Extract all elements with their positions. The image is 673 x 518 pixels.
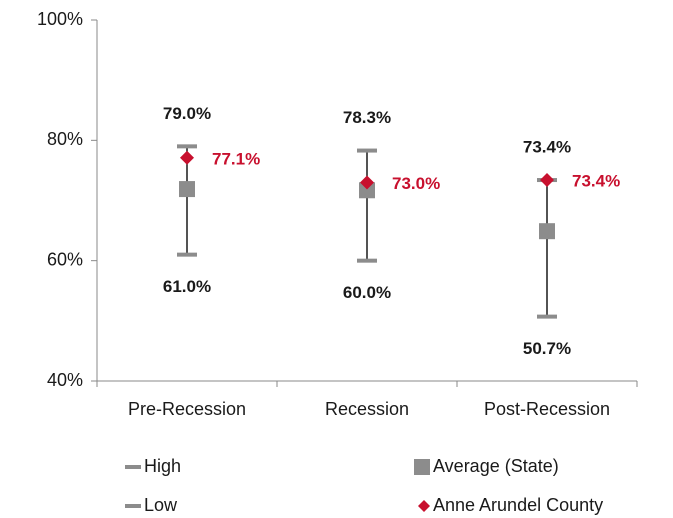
value-label: 73.0%	[392, 174, 440, 193]
diamond-marker	[540, 173, 554, 188]
value-label: 60.0%	[343, 283, 391, 302]
x-tick-label: Pre-Recession	[128, 399, 246, 419]
value-label: 50.7%	[523, 339, 571, 358]
value-label: 73.4%	[572, 172, 620, 191]
y-tick-label: 80%	[47, 129, 83, 149]
dash-marker	[357, 258, 377, 263]
value-label: 61.0%	[163, 277, 211, 296]
dash-marker	[537, 314, 557, 319]
diamond-marker	[360, 175, 374, 190]
square-marker	[539, 223, 555, 240]
legend-symbol	[125, 504, 141, 508]
value-label: 73.4%	[523, 138, 571, 157]
value-label: 78.3%	[343, 108, 391, 127]
y-tick-label: 40%	[47, 370, 83, 390]
legend-label: Average (State)	[433, 456, 559, 476]
legend-label: High	[144, 456, 181, 476]
dash-marker	[357, 148, 377, 153]
dash-marker	[177, 144, 197, 149]
legend-label: Low	[144, 495, 178, 515]
square-marker	[179, 181, 195, 198]
y-tick-label: 60%	[47, 249, 83, 269]
diamond-marker	[180, 150, 194, 165]
dash-marker	[177, 252, 197, 257]
legend-symbol	[125, 465, 141, 469]
x-tick-label: Post-Recession	[484, 399, 610, 419]
x-tick-label: Recession	[325, 399, 409, 419]
value-label: 77.1%	[212, 149, 260, 168]
legend-symbol	[418, 500, 430, 512]
value-label: 79.0%	[163, 104, 211, 123]
y-tick-label: 100%	[37, 9, 83, 29]
legend-symbol	[414, 459, 430, 475]
legend-label: Anne Arundel County	[433, 495, 603, 515]
square-marker	[359, 182, 375, 199]
